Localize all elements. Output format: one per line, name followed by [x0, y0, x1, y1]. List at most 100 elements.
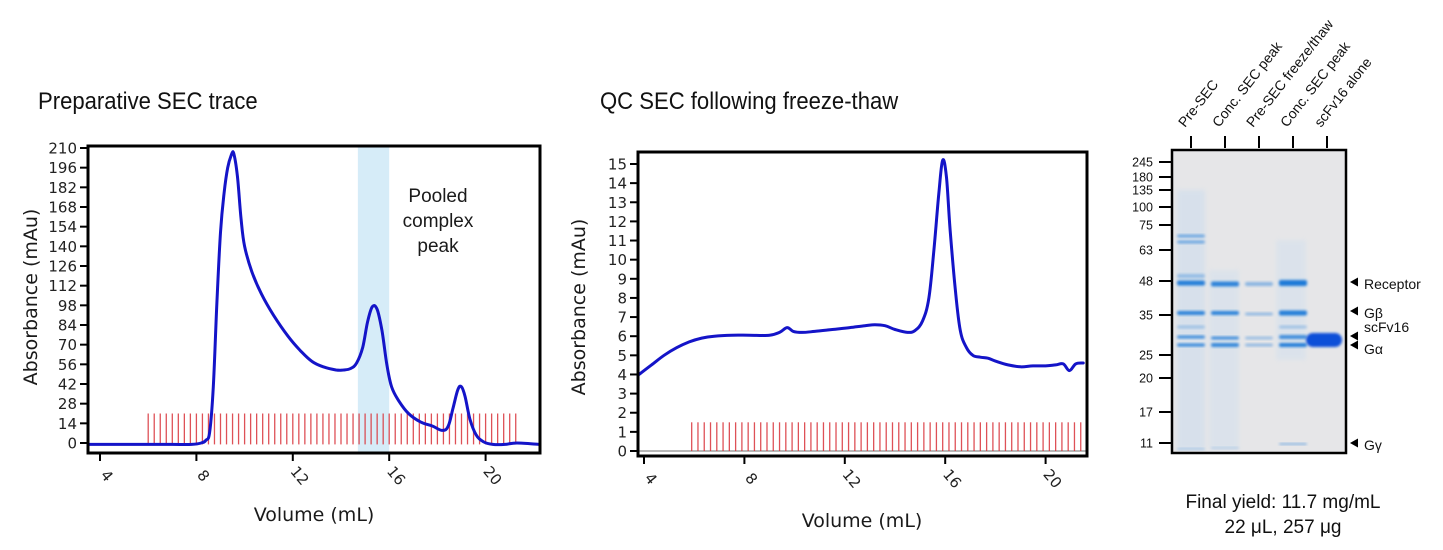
y-tick-label: 56	[58, 356, 77, 374]
gel-band	[1177, 311, 1205, 315]
fraction-marks	[147, 413, 517, 445]
band-label: Gβ	[1364, 305, 1383, 321]
band-arrow-icon	[1350, 340, 1358, 350]
y-tick-label: 13	[608, 194, 627, 212]
gel-band	[1279, 343, 1307, 347]
mw-label: 135	[1132, 184, 1153, 198]
y-tick-label: 182	[48, 179, 77, 197]
gel-band	[1279, 443, 1307, 445]
mw-label: 25	[1139, 349, 1153, 363]
y-tick-label: 3	[617, 385, 627, 403]
pooled-peak-label-line2: complex	[403, 211, 474, 232]
x-tick-label: 20	[1039, 466, 1065, 492]
y-tick-label: 14	[608, 175, 627, 193]
y-tick-label: 196	[48, 159, 77, 177]
y-tick-label: 42	[58, 376, 77, 394]
y-tick-label: 70	[58, 336, 77, 354]
gel-band	[1177, 274, 1205, 278]
y-tick-label: 154	[48, 218, 77, 236]
plot-frame	[86, 144, 542, 455]
x-tick-label: 12	[839, 466, 865, 492]
y-tick-label: 84	[58, 317, 77, 335]
y-tick-label: 8	[617, 289, 627, 307]
gel-band	[1245, 282, 1273, 286]
y-tick-label: 12	[608, 213, 627, 231]
gel-band	[1211, 447, 1239, 449]
gel-band	[1177, 280, 1205, 286]
mw-label: 245	[1132, 156, 1153, 170]
y-tick-label: 4	[617, 366, 627, 384]
gel-band	[1245, 312, 1273, 316]
pooled-peak-label-line1: Pooled	[408, 186, 467, 207]
gel-band	[1211, 281, 1239, 287]
y-tick-label: 14	[58, 415, 77, 433]
y-tick-label: 112	[48, 277, 77, 295]
gel-band	[1279, 325, 1307, 329]
sec-trace-line	[637, 158, 1085, 376]
plot-frame	[636, 150, 1089, 458]
lane-smears	[1177, 190, 1306, 450]
lane-2-smear	[1209, 270, 1239, 450]
x-axis-ticks: 4 8 12 16 20	[97, 453, 505, 489]
gel-band	[1279, 310, 1307, 316]
band-arrow-icon	[1350, 438, 1358, 448]
y-tick-label: 10	[608, 251, 627, 269]
x-tick-label: 12	[287, 463, 313, 489]
y-tick-label: 1	[617, 423, 627, 441]
gel-band-scfv16	[1306, 333, 1342, 347]
gel-band	[1279, 280, 1307, 286]
gel-band	[1211, 311, 1239, 315]
mw-label: 48	[1139, 275, 1153, 289]
gel-band	[1177, 325, 1205, 329]
gel-band	[1177, 240, 1205, 244]
y-tick-label: 28	[58, 395, 77, 413]
gel-band	[1177, 343, 1205, 347]
chart-title-qc: QC SEC following freeze-thaw	[600, 88, 899, 115]
band-label: Gα	[1364, 341, 1383, 357]
gel-band	[1177, 234, 1205, 238]
lane-1-smear	[1177, 190, 1205, 450]
y-tick-label: 5	[617, 347, 627, 365]
gel-band	[1245, 343, 1273, 347]
y-tick-label: 0	[617, 443, 627, 461]
pooled-peak-label-line3: peak	[417, 236, 459, 257]
chart-preparative-sec: 014284256708498112126140154168182196210 …	[20, 140, 542, 526]
band-label: scFv16	[1364, 319, 1409, 335]
gel-band	[1245, 336, 1273, 340]
x-axis-title: Volume (mL)	[254, 504, 375, 526]
gel-band	[1279, 335, 1307, 339]
y-tick-label: 7	[617, 309, 627, 327]
gel-band	[1177, 335, 1205, 339]
x-tick-label: 4	[641, 469, 661, 488]
pooled-peak-highlight	[357, 146, 390, 453]
gel-band	[1211, 343, 1239, 347]
x-tick-label: 8	[193, 466, 213, 485]
lane-ticks	[1190, 136, 1328, 148]
x-axis-ticks: 4 8 12 16 20	[641, 456, 1065, 492]
mw-label: 75	[1139, 219, 1153, 233]
final-yield-line2: 22 μL, 257 μg	[1224, 517, 1342, 538]
y-tick-label: 11	[608, 232, 627, 250]
sec-trace-line	[86, 150, 542, 447]
x-axis-title: Volume (mL)	[802, 510, 923, 532]
x-tick-label: 4	[97, 466, 117, 485]
band-arrow-icon	[1350, 331, 1358, 341]
x-tick-label: 20	[479, 463, 505, 489]
mw-label: 11	[1140, 437, 1153, 451]
chart-title-preparative: Preparative SEC trace	[38, 88, 258, 115]
mw-label: 63	[1139, 244, 1153, 258]
x-tick-label: 16	[383, 463, 409, 489]
gel-band	[1211, 336, 1239, 340]
y-tick-label: 210	[48, 140, 77, 158]
y-tick-label: 98	[58, 297, 77, 315]
y-tick-label: 126	[48, 258, 77, 276]
mw-label: 20	[1139, 372, 1153, 386]
x-tick-label: 8	[741, 469, 761, 488]
y-tick-label: 0	[67, 435, 77, 453]
gel-frame	[1170, 148, 1348, 455]
mw-label: 180	[1132, 171, 1153, 185]
